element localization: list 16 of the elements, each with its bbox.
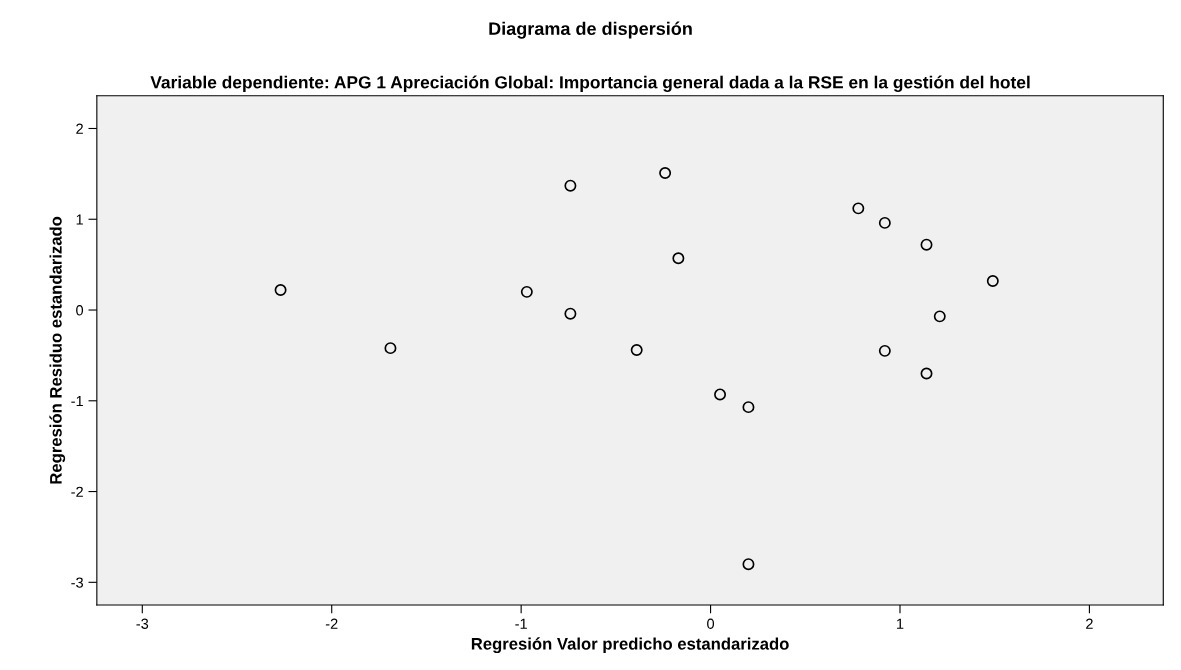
chart-subtitle: Variable dependiente: APG 1 Apreciación Global: Importancia general dada a la RSE en la gestión del hotel <box>150 75 1030 92</box>
y-tick-label: 2 <box>76 123 83 134</box>
y-tick-label: 0 <box>76 305 84 316</box>
x-tick-label: 0 <box>707 618 715 629</box>
x-tick-label: -2 <box>325 618 338 629</box>
chart-title: Diagrama de dispersión <box>489 21 692 39</box>
y-tick-label: -3 <box>71 577 84 588</box>
x-tick-label: -1 <box>515 618 527 629</box>
y-axis-title: Regresión Residuo estandarizado <box>49 216 66 484</box>
x-axis-title: Regresión Valor predicho estandarizado <box>471 637 789 654</box>
y-tick-label: -2 <box>71 486 83 497</box>
x-tick-label: 2 <box>1086 618 1093 629</box>
x-tick-label: 1 <box>897 618 904 629</box>
x-tick-label: -3 <box>136 618 149 629</box>
y-tick-label: 1 <box>76 214 83 225</box>
y-tick-label: -1 <box>71 396 83 407</box>
